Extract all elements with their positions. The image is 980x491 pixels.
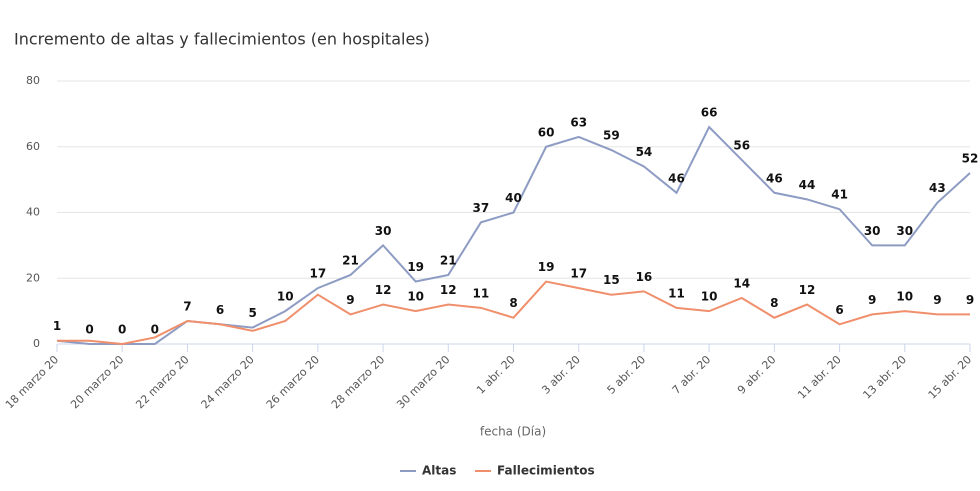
- x-axis-title: fecha (Día): [480, 425, 546, 439]
- data-label: 10: [407, 290, 424, 304]
- data-label: 30: [864, 224, 881, 238]
- y-tick-label: 0: [33, 337, 40, 350]
- legend-label: Fallecimientos: [497, 464, 595, 478]
- data-label: 17: [310, 267, 327, 281]
- data-label: 1: [53, 319, 61, 333]
- x-tick-label: 13 abr. 20: [860, 353, 909, 402]
- x-tick-label: 26 marzo 20: [264, 353, 322, 411]
- data-label: 0: [151, 323, 159, 337]
- y-tick-label: 20: [26, 271, 40, 284]
- data-label: 43: [929, 181, 946, 195]
- y-tick-label: 80: [26, 74, 40, 87]
- data-label: 21: [440, 253, 457, 267]
- data-label: 10: [896, 290, 913, 304]
- data-label: 46: [766, 171, 783, 185]
- x-tick-label: 18 marzo 20: [3, 353, 61, 411]
- x-tick-label: 3 abr. 20: [539, 353, 583, 397]
- data-label: 10: [277, 290, 294, 304]
- x-tick-label: 28 marzo 20: [329, 353, 387, 411]
- data-label: 8: [770, 296, 778, 310]
- x-tick-label: 15 abr. 20: [926, 353, 975, 402]
- x-tick-label: 22 marzo 20: [133, 353, 191, 411]
- data-label: 17: [570, 267, 587, 281]
- data-label: 60: [538, 125, 555, 139]
- data-label: 44: [799, 178, 816, 192]
- data-label: 30: [375, 224, 392, 238]
- data-label: 52: [962, 152, 979, 166]
- data-label: 7: [183, 299, 191, 313]
- data-label: 41: [831, 188, 848, 202]
- data-label: 66: [701, 106, 718, 120]
- data-label: 21: [342, 253, 359, 267]
- x-tick-label: 5 abr. 20: [605, 353, 649, 397]
- data-label: 10: [701, 290, 718, 304]
- x-tick-label: 1 abr. 20: [474, 353, 518, 397]
- data-label: 6: [835, 303, 843, 317]
- series-line: [56, 125, 971, 345]
- data-label: 40: [505, 191, 522, 205]
- data-label: 9: [346, 293, 354, 307]
- data-label: 0: [85, 323, 93, 337]
- y-tick-label: 60: [26, 140, 40, 153]
- data-label: 12: [440, 283, 457, 297]
- data-label: 9: [966, 293, 974, 307]
- x-tick-label: 24 marzo 20: [199, 353, 257, 411]
- data-label: 16: [636, 270, 653, 284]
- data-label: 56: [733, 138, 750, 152]
- x-tick-label: 20 marzo 20: [68, 353, 126, 411]
- data-label: 0: [118, 323, 126, 337]
- data-label: 63: [570, 115, 587, 129]
- x-tick-label: 7 abr. 20: [670, 353, 714, 397]
- data-label: 54: [636, 145, 653, 159]
- y-tick-label: 40: [26, 206, 40, 219]
- data-label: 19: [407, 260, 424, 274]
- series-line: [57, 280, 970, 346]
- data-label: 14: [733, 276, 750, 290]
- x-tick-label: 11 abr. 20: [795, 353, 844, 402]
- data-label: 12: [375, 283, 392, 297]
- data-label: 9: [868, 293, 876, 307]
- data-label: 46: [668, 171, 685, 185]
- data-label: 30: [896, 224, 913, 238]
- data-label: 8: [509, 296, 517, 310]
- data-label: 19: [538, 260, 555, 274]
- x-tick-label: 9 abr. 20: [735, 353, 779, 397]
- legend-label: Altas: [422, 464, 456, 478]
- data-label: 37: [473, 201, 490, 215]
- data-label: 5: [248, 306, 256, 320]
- data-label: 9: [933, 293, 941, 307]
- data-label: 11: [473, 286, 490, 300]
- x-tick-label: 30 marzo 20: [394, 353, 452, 411]
- data-label: 59: [603, 129, 620, 143]
- chart-title: Incremento de altas y fallecimientos (en…: [14, 30, 430, 49]
- data-label: 15: [603, 273, 620, 287]
- data-label: 12: [799, 283, 816, 297]
- data-label: 11: [668, 286, 685, 300]
- data-label: 6: [216, 303, 224, 317]
